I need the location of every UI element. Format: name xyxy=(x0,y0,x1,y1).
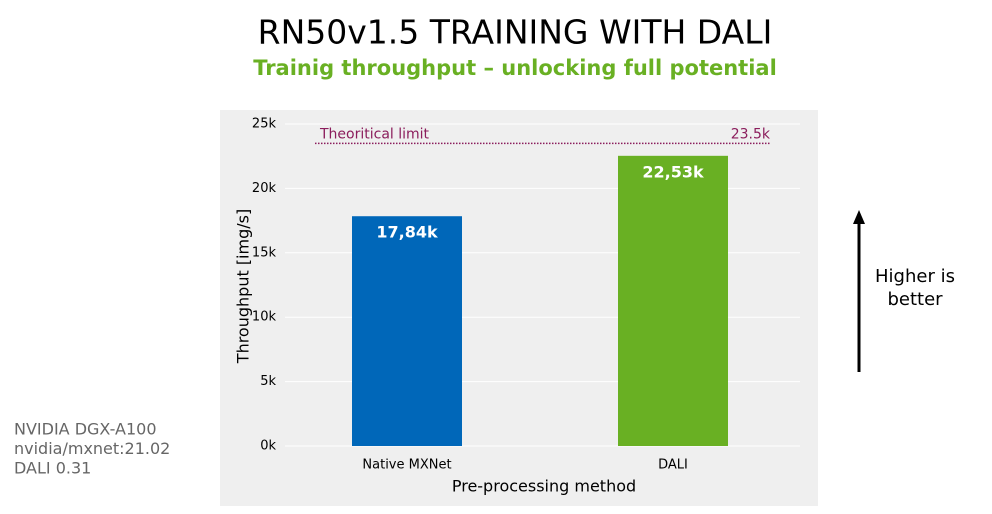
reference-text: Theoritical limit xyxy=(319,126,430,142)
y-tick-label: 0k xyxy=(260,439,276,454)
x-tick-label: DALI xyxy=(658,458,688,473)
y-axis-label: Throughput [img/s] xyxy=(234,209,253,364)
value-label: 17,84k xyxy=(376,223,438,242)
footnote: DALI 0.31 xyxy=(14,459,91,478)
y-tick-label: 25k xyxy=(252,117,277,132)
arrow-head xyxy=(853,210,865,224)
y-tick-label: 10k xyxy=(252,310,277,325)
chart-title: RN50v1.5 TRAINING WITH DALI xyxy=(258,13,773,52)
reference-label: 23.5k xyxy=(731,126,771,142)
chart-subtitle: Trainig throughput – unlocking full pote… xyxy=(253,56,777,80)
y-tick-label: 15k xyxy=(252,245,277,260)
value-label: 22,53k xyxy=(642,162,704,181)
footnote: nvidia/mxnet:21.02 xyxy=(14,439,170,458)
annotation: better xyxy=(887,289,943,310)
bar xyxy=(352,216,462,446)
x-tick-label: Native MXNet xyxy=(362,458,451,473)
x-axis-label: Pre-processing method xyxy=(452,477,636,496)
plot-background xyxy=(220,110,818,506)
bar xyxy=(618,155,728,446)
y-tick-label: 20k xyxy=(252,181,277,196)
y-tick-label: 5k xyxy=(260,374,276,389)
annotation: Higher is xyxy=(875,266,955,287)
footnote: NVIDIA DGX-A100 xyxy=(14,420,157,439)
